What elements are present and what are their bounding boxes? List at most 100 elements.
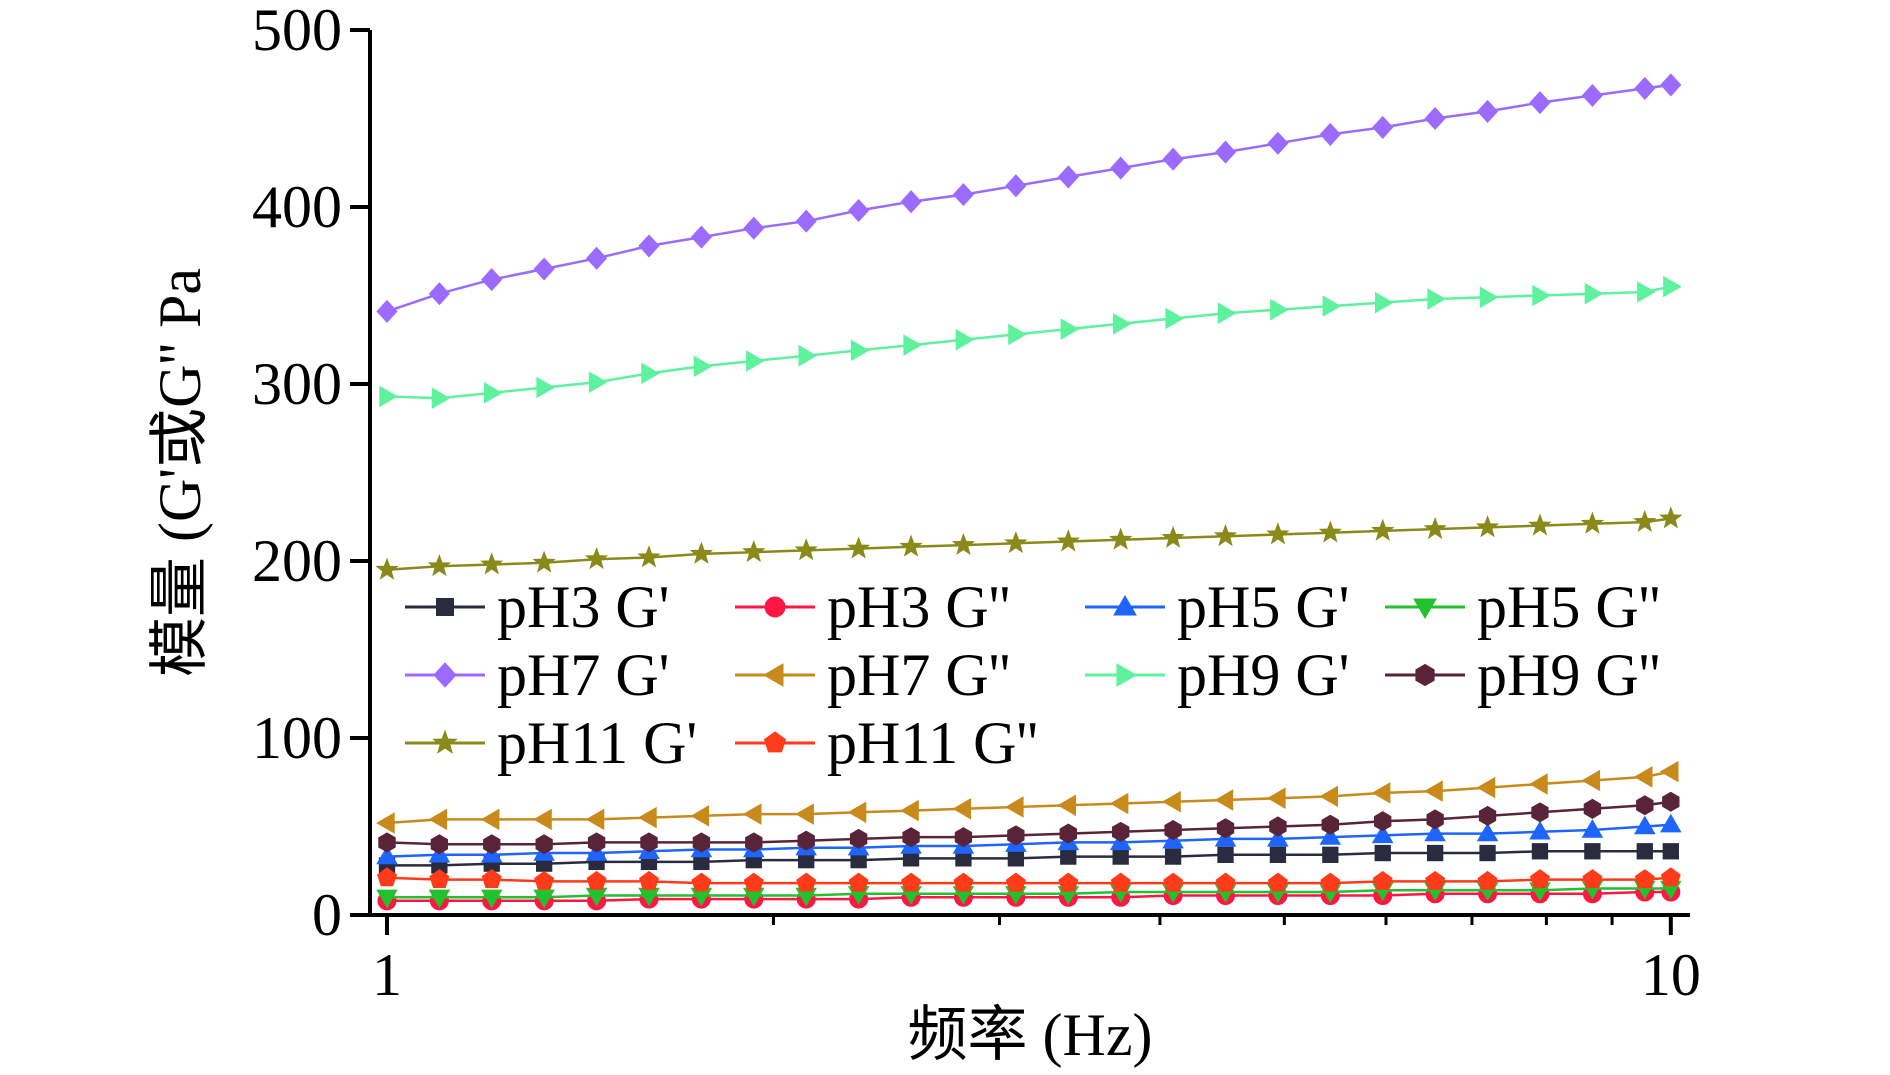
y-axis-label: 模量 (G'或G'' Pa xyxy=(147,268,213,677)
data-point xyxy=(1059,823,1077,844)
legend-marker xyxy=(764,596,786,618)
x-axis-label: 频率 (Hz) xyxy=(908,1002,1153,1068)
data-point xyxy=(1580,511,1604,534)
legend-item: pH5 G' xyxy=(1085,574,1349,640)
data-point xyxy=(1371,782,1391,804)
legend-marker xyxy=(433,662,457,688)
data-point xyxy=(952,798,972,820)
data-point xyxy=(1005,796,1024,818)
data-point xyxy=(535,834,553,855)
data-point xyxy=(1372,870,1393,890)
data-point xyxy=(795,803,814,825)
data-point xyxy=(376,845,398,865)
data-point xyxy=(481,268,503,292)
data-point xyxy=(1426,809,1444,830)
y-ticks: 0 100 200 300 400 500 xyxy=(252,0,370,948)
data-point xyxy=(480,552,504,575)
legend-label: pH3 G' xyxy=(497,574,669,640)
legend-item: pH9 G' xyxy=(1085,642,1349,708)
data-point xyxy=(1007,825,1025,846)
data-point xyxy=(1476,822,1499,842)
series-ph9-g- xyxy=(379,275,1682,409)
data-point xyxy=(691,872,712,892)
data-point xyxy=(794,538,818,561)
data-point xyxy=(690,225,712,249)
legend-marker xyxy=(1113,595,1137,616)
data-point xyxy=(1531,802,1549,823)
data-point xyxy=(533,808,552,831)
data-point xyxy=(902,827,920,848)
y-tick-label: 200 xyxy=(252,528,342,594)
data-point xyxy=(1660,813,1682,833)
data-point xyxy=(743,872,764,892)
data-point xyxy=(1112,848,1129,865)
data-point xyxy=(1529,820,1551,840)
data-point xyxy=(1634,815,1656,835)
legend-label: pH7 G' xyxy=(497,642,669,708)
data-point xyxy=(1058,872,1079,892)
data-point xyxy=(1423,516,1447,540)
data-point xyxy=(1532,284,1551,307)
data-point xyxy=(1004,531,1028,554)
data-point xyxy=(1529,869,1550,889)
data-point xyxy=(796,872,817,892)
data-point xyxy=(1267,872,1288,892)
data-point xyxy=(1636,795,1654,816)
series-line xyxy=(386,800,1671,846)
data-point xyxy=(1637,281,1656,303)
data-point xyxy=(586,246,608,270)
data-point xyxy=(428,282,450,306)
data-point xyxy=(588,371,608,393)
series-line xyxy=(387,850,1671,867)
legend-label: pH9 G'' xyxy=(1477,642,1660,708)
data-point xyxy=(1213,523,1238,547)
data-point xyxy=(536,376,555,399)
data-point xyxy=(743,216,765,240)
data-point xyxy=(1426,844,1444,862)
data-point xyxy=(1581,83,1603,108)
data-point xyxy=(1216,818,1235,839)
legend-label: pH7 G'' xyxy=(827,642,1010,708)
data-point xyxy=(1528,513,1552,536)
data-point xyxy=(1110,872,1131,892)
data-point xyxy=(484,382,503,404)
data-point xyxy=(742,539,766,563)
data-point xyxy=(1582,869,1603,889)
data-point xyxy=(1374,844,1391,862)
data-point xyxy=(795,209,817,233)
data-point xyxy=(1477,870,1498,890)
data-point xyxy=(1056,529,1080,552)
data-point xyxy=(1267,828,1289,847)
data-point xyxy=(1214,789,1234,811)
legend-item: pH7 G'' xyxy=(735,642,1010,708)
data-point xyxy=(1662,791,1680,812)
series-ph7-g- xyxy=(376,760,1679,834)
data-point xyxy=(847,536,871,559)
legend-item: pH11 G'' xyxy=(735,710,1038,776)
data-point xyxy=(1319,785,1338,808)
series-ph9-g- xyxy=(378,791,1680,855)
data-point xyxy=(1214,140,1237,164)
legend-label: pH9 G' xyxy=(1177,642,1349,708)
legend: pH3 G' pH3 G'' pH5 G' pH5 G''pH7 G' pH7 G'' p… xyxy=(405,574,1660,776)
legend-marker xyxy=(432,729,458,754)
series-ph3-g- xyxy=(378,843,1679,874)
data-point xyxy=(1319,122,1341,146)
data-point xyxy=(379,385,398,408)
data-point xyxy=(1425,870,1446,890)
data-point xyxy=(1427,288,1446,310)
data-point xyxy=(1659,760,1679,783)
data-point xyxy=(584,546,609,570)
legend-item: pH3 G' xyxy=(405,574,669,640)
plot-area: 0 100 200 300 400 500 1 10 xyxy=(252,0,1701,1008)
data-point xyxy=(900,799,919,822)
data-point xyxy=(1659,506,1683,529)
series-line xyxy=(386,285,1672,400)
data-point xyxy=(1531,843,1549,860)
y-tick-label: 0 xyxy=(312,882,342,948)
data-point xyxy=(375,557,399,580)
data-point xyxy=(1057,165,1079,189)
data-point xyxy=(951,532,976,555)
data-point xyxy=(848,872,869,892)
